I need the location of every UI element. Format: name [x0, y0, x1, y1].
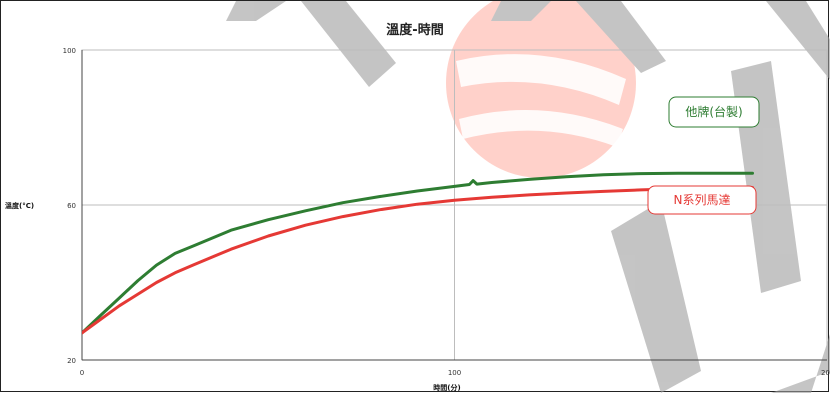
tick-labels: 20 60 100 0 100 200 — [63, 47, 830, 377]
series-line-1 — [82, 171, 754, 335]
y-tick-label: 20 — [67, 357, 76, 365]
chart-title: 溫度-時間 — [386, 22, 443, 38]
watermark-bar-5 — [766, 1, 830, 80]
watermark-bar-3 — [491, 1, 551, 21]
watermark-bar-6 — [611, 201, 701, 393]
legend-label: N系列馬達 — [674, 193, 731, 207]
axes — [81, 50, 827, 361]
watermark-bar-2 — [301, 1, 396, 87]
x-tick-label: 200 — [821, 369, 830, 377]
watermark-bar-7 — [731, 61, 801, 293]
series-line-2 — [82, 186, 754, 335]
y-tick-label: 60 — [67, 202, 76, 210]
watermark-bar-1 — [226, 1, 286, 21]
x-axis-label: 時間(分) — [433, 383, 460, 392]
legend-box — [647, 185, 757, 215]
x-tick-label: 100 — [448, 369, 461, 377]
legend: 他牌(台製) N系列馬達 — [647, 96, 760, 215]
y-axis-label: 溫度(°C) — [5, 201, 34, 210]
watermark — [226, 1, 830, 393]
legend-box — [668, 96, 760, 128]
watermark-bar-4 — [576, 1, 666, 73]
legend-label: 他牌(台製) — [685, 104, 742, 119]
watermark-bar-8 — [771, 334, 830, 393]
y-tick-label: 100 — [63, 47, 76, 55]
legend-item-1: 他牌(台製) — [668, 96, 760, 128]
x-tick-label: 0 — [80, 369, 84, 377]
series-lines — [82, 171, 754, 335]
legend-item-2: N系列馬達 — [647, 185, 757, 215]
